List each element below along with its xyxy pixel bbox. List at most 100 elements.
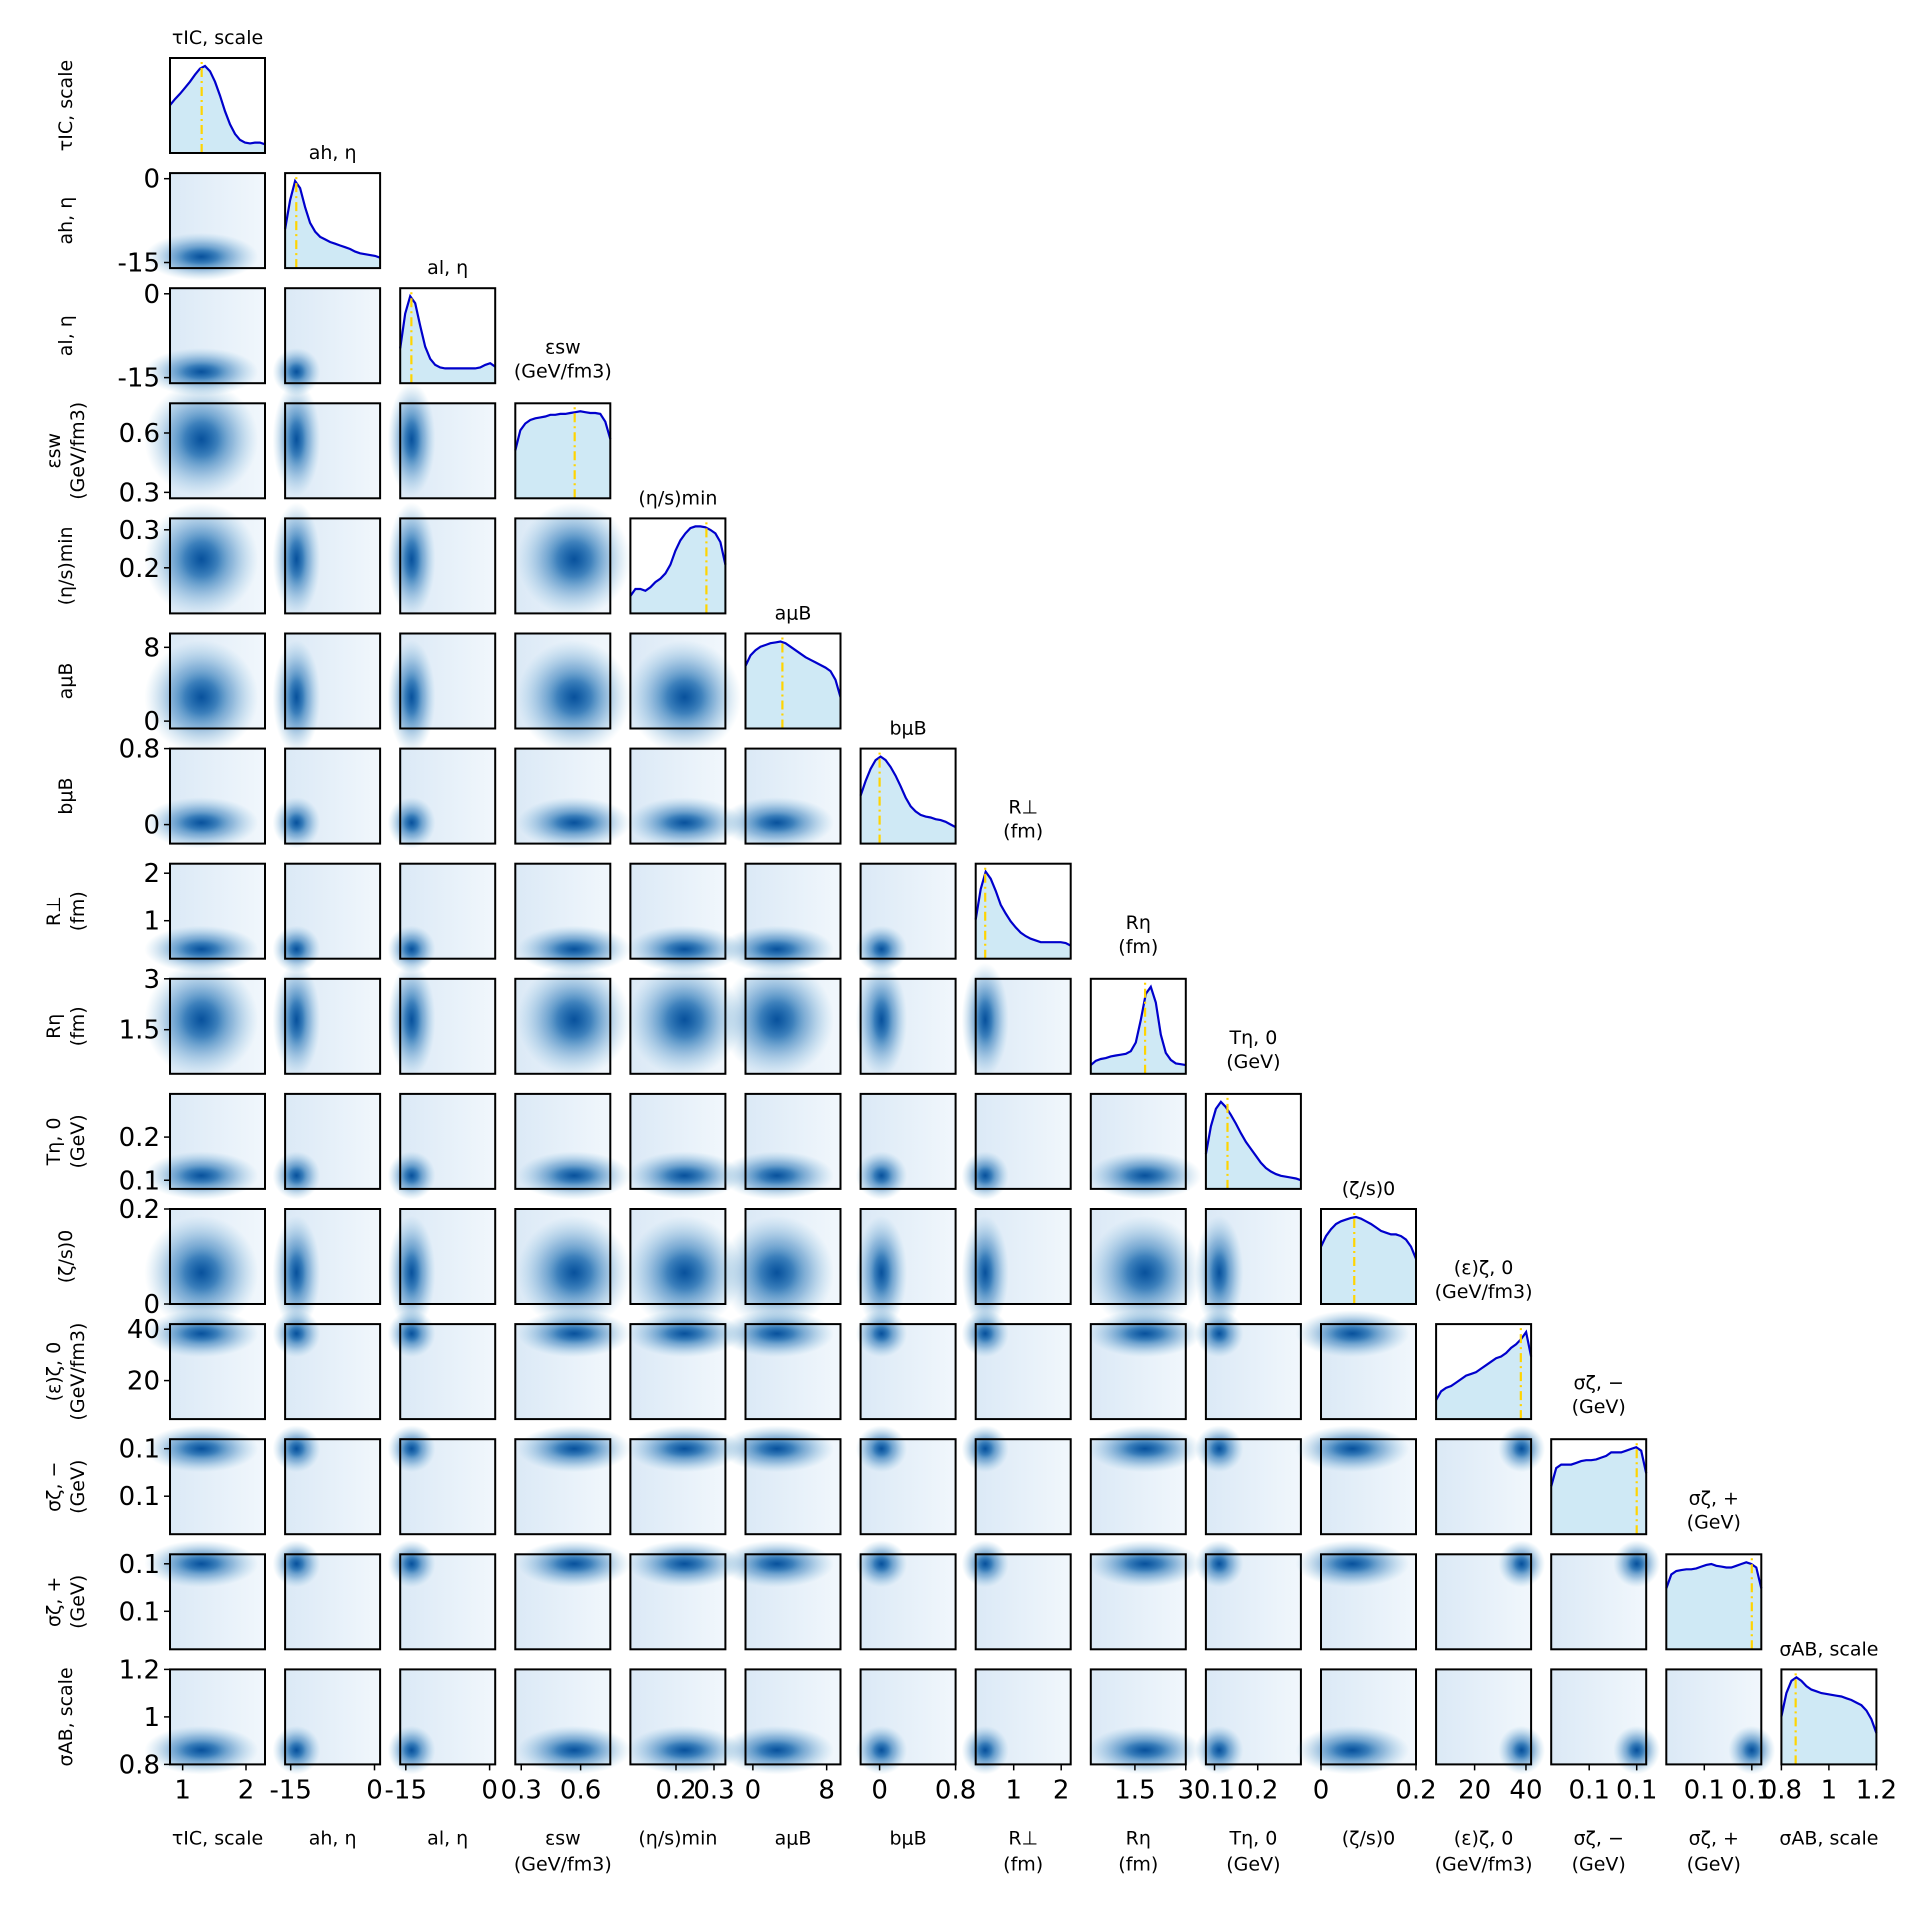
xlab-label-rperp-unit: (fm): [1003, 1853, 1043, 1875]
panel-frame-9-6: [859, 1092, 957, 1190]
ylab-label-amu: aμB: [55, 663, 77, 700]
title-label-splus-unit: (GeV): [1687, 1511, 1741, 1533]
panel-frame-10-1: [284, 1208, 382, 1305]
ytick-label-teta: 0.1: [119, 1166, 160, 1196]
density-peak-ezeta-rperp: [973, 1321, 997, 1346]
density-peak-sminus-ezeta: [1509, 1436, 1534, 1461]
xtick-label-reta: 3: [1178, 1775, 1195, 1805]
panel-frame-14-12: [1550, 1668, 1648, 1766]
density-peak-bmu-eta: [652, 809, 717, 836]
density-peak-esw-tau: [171, 408, 232, 471]
panel-frame-5-3: [514, 632, 612, 730]
panel-frame-11-9: [1204, 1323, 1302, 1421]
panel-frame-10-8: [1089, 1208, 1187, 1305]
xtick-label-amu: 8: [818, 1775, 835, 1805]
panel-frame-10-2: [399, 1208, 497, 1305]
marginal-fill-teta: [1205, 1101, 1301, 1189]
density-peak-sminus-bmu: [868, 1436, 895, 1461]
title-label-sminus: σζ, −: [1574, 1372, 1624, 1394]
density-peak-splus-al: [399, 1552, 424, 1576]
panel-frame-3-0: [169, 402, 266, 500]
density-peak-teta-reta: [1112, 1163, 1178, 1188]
density-peak-amu-tau: [171, 666, 232, 728]
density-peak-rperp-al: [399, 937, 424, 961]
panel-frame-4-1: [284, 517, 382, 615]
density-peak-ezeta-ah: [284, 1321, 309, 1346]
density-peak-amu-esw: [543, 666, 606, 728]
panel-frame-13-6: [859, 1553, 957, 1651]
panel-frame-14-9: [1204, 1668, 1302, 1766]
panel-frame-14-11: [1435, 1668, 1533, 1766]
xlab-label-sminus-unit: (GeV): [1572, 1853, 1626, 1875]
density-peak-splus-ezeta: [1509, 1552, 1534, 1576]
panel-frame-13-13: [1665, 1553, 1763, 1651]
density-peak-teta-amu: [746, 1163, 808, 1188]
ylab-label-bmu: bμB: [55, 778, 77, 815]
marginal-fill-rperp: [975, 871, 1071, 959]
xlab-label-teta-unit: (GeV): [1226, 1853, 1280, 1875]
ytick-label-splus: 0.1: [119, 1550, 160, 1580]
panel-frame-11-2: [399, 1323, 497, 1421]
title-label-ezeta-unit: (GeV/fm3): [1435, 1281, 1533, 1303]
ytick-label-ezeta: 40: [127, 1315, 160, 1345]
ytick-label-zeta: 0.2: [119, 1195, 160, 1225]
marginal-fill-splus: [1666, 1562, 1762, 1650]
xtick-label-splus: 0.1: [1684, 1775, 1725, 1805]
density-peak-reta-amu: [746, 987, 808, 1052]
density-peak-reta-ah: [284, 987, 309, 1052]
panel-frame-7-1: [284, 862, 382, 960]
panel-frame-10-0: [169, 1208, 266, 1305]
density-peak-eta-al: [399, 527, 424, 592]
density-peak-sminus-rperp: [973, 1436, 997, 1461]
density-peak-ezeta-amu: [746, 1321, 808, 1346]
xlab-label-reta: Rη: [1126, 1827, 1151, 1849]
xtick-label-ezeta: 20: [1458, 1775, 1491, 1805]
panel-frame-12-1: [284, 1438, 382, 1536]
panel-frame-11-0: [169, 1323, 266, 1421]
panel-frame-5-5: [744, 632, 842, 730]
panel-frame-13-11: [1435, 1553, 1533, 1651]
density-peak-amu-al: [399, 666, 424, 728]
density-peak-splus-zeta: [1322, 1552, 1383, 1576]
density-peak-sab-tau: [171, 1737, 232, 1763]
xtick-label-teta: 0.2: [1237, 1775, 1278, 1805]
panel-frame-1-1: [284, 172, 382, 270]
xtick-label-ezeta: 40: [1509, 1775, 1542, 1805]
ytick-label-al: -15: [118, 364, 160, 394]
marginal-fill-reta: [1090, 986, 1186, 1074]
density-peak-ezeta-reta: [1112, 1321, 1178, 1346]
panel-frame-7-3: [514, 862, 612, 960]
xlab-label-reta-unit: (fm): [1118, 1853, 1158, 1875]
density-peak-sab-amu: [746, 1737, 808, 1763]
panel-frame-11-8: [1089, 1323, 1187, 1421]
marginal-line-bmu: [859, 755, 957, 829]
panel-frame-6-1: [284, 747, 382, 845]
density-peak-sminus-esw: [543, 1436, 606, 1461]
panel-frame-14-7: [974, 1668, 1072, 1766]
ytick-label-zeta: 0: [143, 1290, 160, 1320]
density-peak-teta-ah: [284, 1163, 309, 1188]
density-peak-zeta-bmu: [868, 1242, 895, 1303]
marginal-line-zeta: [1320, 1215, 1418, 1260]
panel-frame-14-4: [629, 1668, 727, 1766]
density-peak-teta-al: [399, 1163, 424, 1188]
xtick-label-splus: 0.1: [1731, 1775, 1772, 1805]
ytick-label-sminus: 0.1: [119, 1435, 160, 1465]
xlab-label-ezeta: (ε)ζ, 0: [1454, 1827, 1514, 1849]
density-peak-sminus-tau: [171, 1436, 232, 1461]
panel-frame-2-1: [284, 287, 382, 385]
panel-frame-8-6: [859, 977, 957, 1075]
panel-frame-12-5: [744, 1438, 842, 1536]
density-peak-ezeta-tau: [171, 1321, 232, 1346]
density-peak-reta-al: [399, 987, 424, 1052]
ylab-label-tau: τIC, scale: [55, 60, 77, 151]
density-peak-reta-eta: [652, 987, 717, 1052]
panel-frame-8-2: [399, 977, 497, 1075]
title-label-bmu: bμB: [890, 718, 927, 740]
ylab-label-zeta: (ζ/s)0: [55, 1230, 77, 1284]
xtick-label-rperp: 2: [1053, 1775, 1070, 1805]
marginal-fill-bmu: [860, 756, 956, 844]
panel-frame-13-5: [744, 1553, 842, 1651]
density-peak-bmu-esw: [543, 809, 606, 836]
ylab-label-splus: σζ, +: [43, 1577, 65, 1627]
